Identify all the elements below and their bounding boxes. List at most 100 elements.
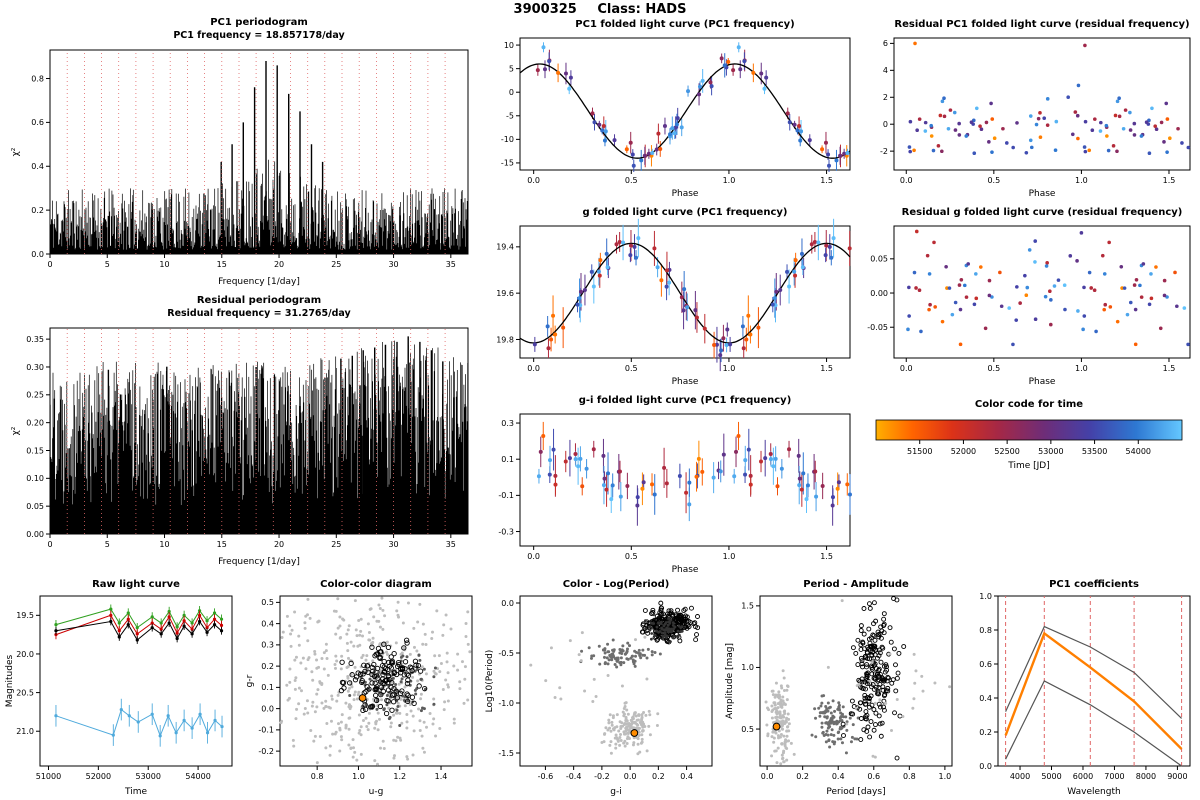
svg-text:0.0: 0.0 (261, 704, 274, 713)
svg-text:1.0: 1.0 (723, 176, 736, 185)
svg-text:0.10: 0.10 (26, 474, 44, 483)
svg-text:54000: 54000 (1126, 447, 1151, 456)
svg-text:10: 10 (504, 41, 514, 50)
svg-text:0.5: 0.5 (987, 364, 1000, 373)
svg-text:0.2: 0.2 (261, 662, 274, 671)
svg-text:0.2: 0.2 (31, 206, 44, 215)
svg-text:19.5: 19.5 (16, 611, 34, 620)
svg-text:52000: 52000 (86, 772, 111, 781)
svg-text:10: 10 (159, 260, 169, 269)
svg-text:7000: 7000 (1104, 772, 1124, 781)
svg-text:Phase: Phase (1029, 189, 1056, 199)
resid_periodogram-chart: Residual periodogram Residual frequency =… (11, 295, 469, 567)
svg-text:0.2: 0.2 (652, 772, 665, 781)
panel-raw-light-curve: Raw light curve 51000 52000 53000 54000 19.5 2… (2, 576, 238, 798)
svg-text:Wavelength: Wavelength (1067, 787, 1120, 797)
svg-text:-0.2: -0.2 (258, 747, 274, 756)
svg-text:0.20: 0.20 (26, 418, 44, 427)
svg-text:PC1 periodogram: PC1 periodogram (210, 17, 308, 28)
svg-text:1.0: 1.0 (723, 552, 736, 561)
svg-text:19.6: 19.6 (496, 289, 514, 298)
pc1_folded-chart: PC1 folded light curve (PC1 frequency) 0.… (501, 19, 851, 199)
svg-text:1.0: 1.0 (352, 772, 365, 781)
svg-text:52500: 52500 (994, 447, 1019, 456)
svg-text:2: 2 (883, 93, 888, 102)
svg-text:0.25: 0.25 (26, 391, 44, 400)
svg-text:51500: 51500 (907, 447, 932, 456)
svg-text:0.5: 0.5 (987, 176, 1000, 185)
svg-text:8000: 8000 (1136, 772, 1156, 781)
svg-text:0.0: 0.0 (900, 364, 913, 373)
pc1_periodogram-chart: PC1 periodogram PC1 frequency = 18.857178… (11, 17, 469, 287)
svg-text:1.2: 1.2 (393, 772, 406, 781)
svg-text:Magnitudes: Magnitudes (5, 655, 15, 708)
panel-pc1-coefficients: PC1 coefficients 4000 5000 6000 7000 8000 9000… (962, 576, 1198, 798)
panel-gi-folded-light-curve: g-i folded light curve (PC1 frequency) 0.… (486, 392, 858, 576)
svg-text:g-i: g-i (610, 787, 621, 797)
svg-text:Frequency [1/day]: Frequency [1/day] (218, 277, 300, 287)
svg-text:0.5: 0.5 (625, 552, 638, 561)
svg-text:0.8: 0.8 (979, 626, 992, 635)
object-id: 3900325 (513, 2, 577, 17)
svg-text:1.4: 1.4 (435, 772, 448, 781)
svg-text:PC1 folded light curve (PC1 fr: PC1 folded light curve (PC1 frequency) (575, 19, 794, 30)
svg-text:0.8: 0.8 (311, 772, 324, 781)
svg-text:0: 0 (47, 540, 52, 549)
svg-text:Frequency [1/day]: Frequency [1/day] (218, 557, 300, 567)
svg-text:-1.5: -1.5 (498, 749, 514, 758)
time_colorbar-chart: Color code for time 51500 52000 52500 53000 5… (875, 399, 1183, 471)
svg-text:4: 4 (883, 66, 888, 75)
svg-text:0.0: 0.0 (527, 552, 540, 561)
resid_pc1-chart: Residual PC1 folded light curve (residua… (880, 19, 1191, 199)
svg-text:0.4: 0.4 (261, 619, 274, 628)
pc1_coefficients-chart: PC1 coefficients 4000 5000 6000 7000 8000 9000… (979, 579, 1191, 797)
svg-text:0.15: 0.15 (26, 446, 44, 455)
svg-text:0.5: 0.5 (261, 598, 274, 607)
svg-text:20: 20 (274, 540, 284, 549)
svg-text:4000: 4000 (1010, 772, 1030, 781)
svg-text:1.0: 1.0 (939, 772, 952, 781)
svg-text:20: 20 (274, 260, 284, 269)
svg-text:0.0: 0.0 (501, 599, 514, 608)
color_period-chart: Color - Log(Period) -0.6 -0.4 -0.2 0.0 0.2 0.4… (485, 579, 713, 797)
svg-text:1.0: 1.0 (723, 364, 736, 373)
svg-text:0.8: 0.8 (31, 74, 44, 83)
svg-text:0.3: 0.3 (261, 641, 274, 650)
svg-text:0.0: 0.0 (761, 772, 774, 781)
svg-text:-15: -15 (501, 159, 514, 168)
svg-text:6: 6 (883, 39, 888, 48)
svg-text:30: 30 (388, 540, 398, 549)
svg-text:25: 25 (331, 540, 341, 549)
svg-text:0.0: 0.0 (527, 176, 540, 185)
gi_folded-chart: g-i folded light curve (PC1 frequency) 0.… (498, 395, 852, 575)
svg-text:0.4: 0.4 (31, 162, 44, 171)
panel-residual-periodogram: Residual periodogram Residual frequency =… (8, 292, 476, 568)
svg-text:Color-color diagram: Color-color diagram (320, 579, 432, 590)
svg-text:0: 0 (47, 260, 52, 269)
svg-text:53000: 53000 (1038, 447, 1063, 456)
svg-text:χ²: χ² (11, 426, 21, 435)
svg-text:-0.3: -0.3 (498, 527, 514, 536)
svg-text:u-g: u-g (369, 787, 384, 797)
svg-text:1.5: 1.5 (820, 552, 833, 561)
svg-text:-2: -2 (880, 147, 888, 156)
svg-text:χ²: χ² (11, 147, 21, 156)
period_amplitude-chart: Period - Amplitude 0.0 0.2 0.4 0.6 0.8 1.0 0.5 1… (725, 579, 953, 797)
svg-text:35: 35 (446, 260, 456, 269)
svg-text:0.5: 0.5 (625, 364, 638, 373)
svg-text:0: 0 (883, 120, 888, 129)
svg-text:Color code for time: Color code for time (975, 399, 1083, 410)
svg-text:25: 25 (331, 260, 341, 269)
raw_lc-chart: Raw light curve 51000 52000 53000 54000 19.5 2… (5, 579, 233, 797)
svg-text:0: 0 (509, 88, 514, 97)
svg-text:Raw light curve: Raw light curve (92, 579, 180, 590)
svg-text:Time: Time (124, 787, 147, 797)
panel-period-amplitude: Period - Amplitude 0.0 0.2 0.4 0.6 0.8 1.0 0.5 1… (722, 576, 958, 798)
svg-text:-0.4: -0.4 (566, 772, 582, 781)
svg-text:21.0: 21.0 (16, 727, 34, 736)
svg-text:Phase: Phase (672, 377, 699, 387)
svg-text:1.5: 1.5 (820, 364, 833, 373)
svg-text:0.6: 0.6 (867, 772, 880, 781)
color_color-chart: Color-color diagram 0.8 1.0 1.2 1.4 -0.2 -0.1 0… (245, 579, 473, 797)
svg-text:10: 10 (159, 540, 169, 549)
